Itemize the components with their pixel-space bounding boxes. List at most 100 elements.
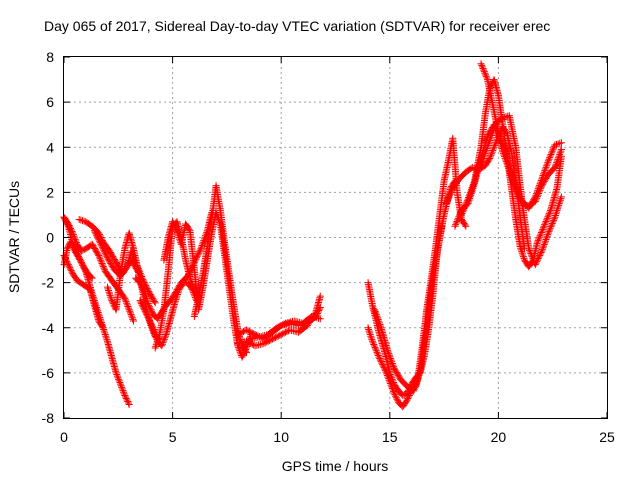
data-point [245,328,253,336]
data-point [486,136,494,144]
data-point [95,252,103,260]
data-point [459,208,467,216]
data-point [376,320,384,328]
data-point [539,224,547,232]
data-point [547,223,555,231]
data-point [511,184,519,192]
data-point [234,331,242,339]
data-point [235,330,243,338]
data-point [101,329,109,337]
data-point [247,328,255,336]
data-point [543,232,551,240]
data-point [488,130,496,138]
data-point [126,307,134,315]
data-point [75,215,83,223]
data-point [199,240,207,248]
data-point [485,140,493,148]
data-point [385,350,393,358]
data-point [68,227,76,235]
data-point [384,348,392,356]
data-point [388,384,396,392]
data-point [148,321,156,329]
data-point [487,151,495,159]
data-point [200,237,208,245]
data-point [541,239,549,247]
axis-ticks: 0 5 10 15 20 25 -8 -6 -4 -2 0 2 4 6 8 [42,49,615,445]
data-point [388,383,396,391]
data-point [199,238,207,246]
data-point [553,140,561,148]
data-point [70,232,78,240]
data-point [175,287,183,295]
data-point [170,221,178,229]
data-point [280,320,288,328]
plot-border [63,56,608,419]
data-point [137,298,145,306]
data-point [457,211,465,219]
data-point [141,291,149,299]
data-point [99,245,107,253]
data-point [541,165,549,173]
data-point [480,68,488,76]
data-point [160,337,168,345]
data-point [140,306,148,314]
data-point [159,339,167,347]
data-point [69,231,77,239]
data-point [113,370,121,378]
data-point [518,249,526,257]
data-point [153,337,161,345]
y-tick-label: 2 [46,184,54,200]
data-point [553,157,561,165]
data-point [552,160,560,168]
data-point [500,151,508,159]
data-point [274,332,282,340]
data-point [65,262,73,270]
data-point [149,324,157,332]
data-point [250,330,258,338]
data-point [536,186,544,194]
data-point [525,246,533,254]
data-point [173,292,181,300]
data-point [540,222,548,230]
data-point [235,345,243,353]
data-point [150,327,158,335]
data-point [478,63,486,71]
data-point [518,248,526,256]
data-point [103,336,111,344]
data-point [551,162,559,170]
data-point [519,251,527,259]
data-point [368,336,376,344]
data-point [481,69,489,77]
data-point [120,388,128,396]
data-point [536,252,544,260]
data-point [553,159,561,167]
data-point [531,197,539,205]
data-point [470,179,478,187]
data-point [74,252,82,260]
data-point [459,206,467,214]
data-point [535,190,543,198]
data-point [101,248,109,256]
data-point [124,397,132,405]
data-point [557,147,565,155]
data-point [447,187,455,195]
data-point [273,324,281,332]
data-point [552,210,560,218]
data-point [69,229,77,237]
data-point [365,325,373,333]
data-point [128,314,136,322]
data-point [541,219,549,227]
data-point [506,169,514,177]
data-point [554,154,562,162]
data-point [537,230,545,238]
data-point [371,344,379,352]
data-point [95,236,103,244]
data-point [172,225,180,233]
data-point [538,227,546,235]
data-point [399,391,407,399]
data-point [538,245,546,253]
data-point [147,319,155,327]
data-point [72,239,80,247]
data-point [142,293,150,301]
